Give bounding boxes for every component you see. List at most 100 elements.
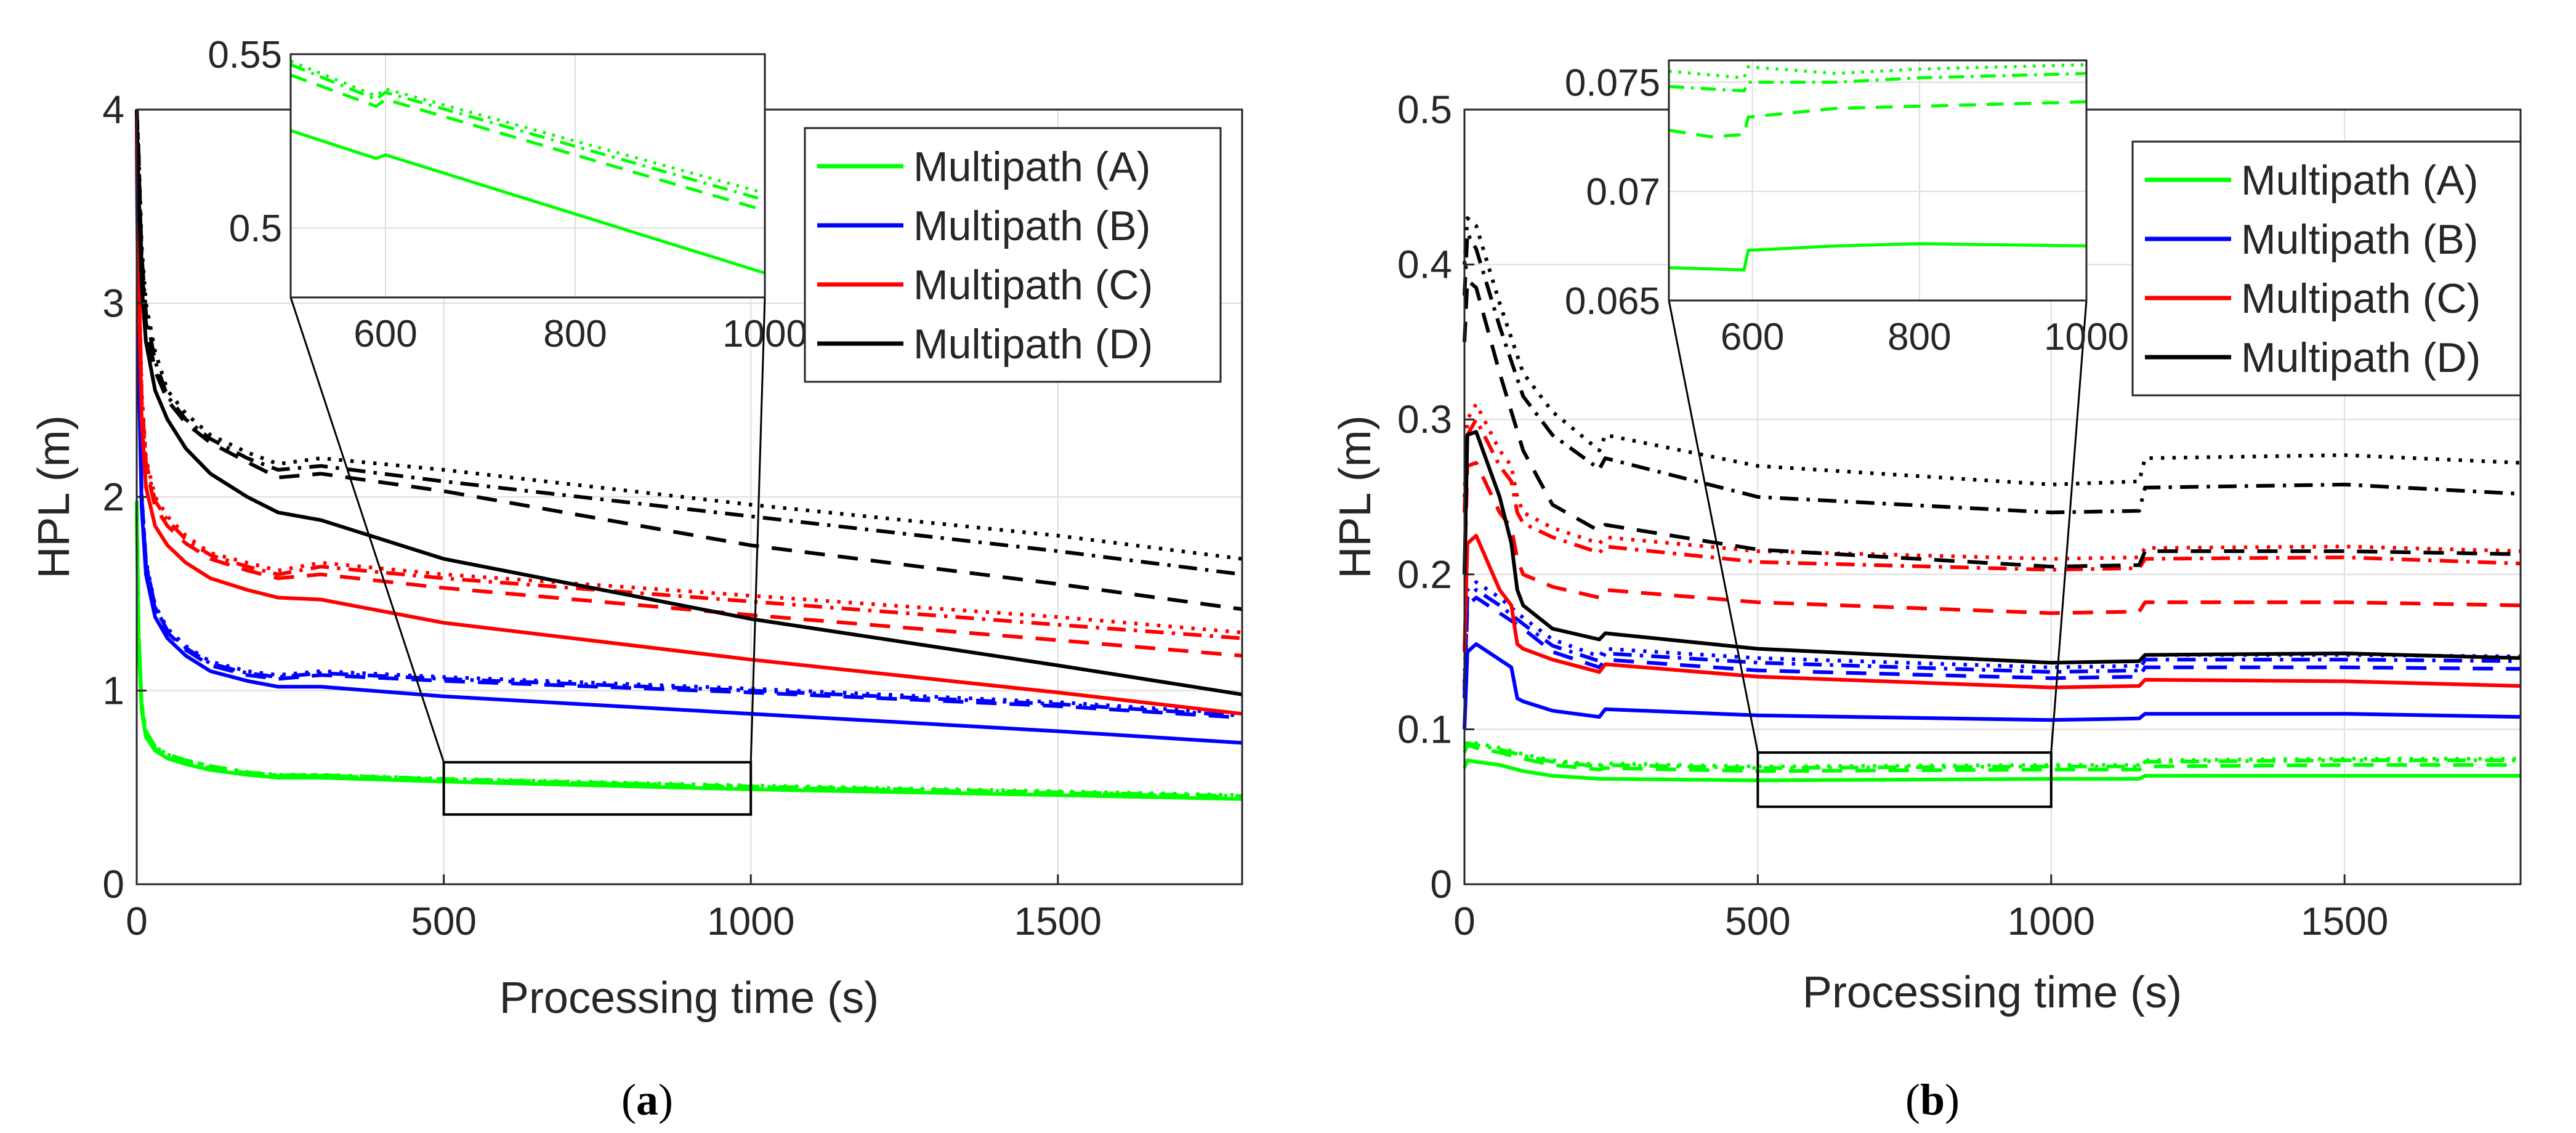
legend-label-a-0: Multipath (A) [913, 143, 1150, 190]
series-line-b-15 [1463, 232, 2521, 515]
y-tick-label-a-2: 2 [102, 475, 124, 519]
y-tick-label-a-4: 4 [102, 87, 124, 132]
inset-y-tick-label-b-2: 0.075 [1565, 62, 1660, 104]
inset-a: 600 800 1000 0.5 0.55 [208, 34, 807, 355]
x-tick-label-a-2: 1000 [707, 899, 794, 943]
series-line-b-12 [1463, 430, 2521, 665]
panel-caption-b-letter: b [1920, 1075, 1945, 1124]
inset-x-tick-label-b-0: 600 [1721, 316, 1784, 358]
legend-label-b-2: Multipath (C) [2241, 275, 2481, 322]
series-line-a-2 [135, 501, 1243, 797]
inset-y-tick-label-b-0: 0.065 [1565, 280, 1660, 323]
ticks-a: 0 500 1000 1500 0 1 2 3 4 [102, 87, 1102, 943]
legend-box-a [804, 127, 1222, 383]
y-axis-label-a: HPL (m) [30, 415, 79, 578]
x-tick-label-b-3: 1500 [2301, 899, 2388, 943]
panel-caption-b: (b) [1905, 1075, 1960, 1124]
inset-x-tick-label-b-2: 1000 [2044, 316, 2129, 358]
inset-y-tick-label-a-1: 0.55 [208, 34, 282, 76]
inset-series-line-a-1 [291, 73, 765, 212]
inset-series-group-a [291, 59, 765, 275]
series-line-b-0 [1463, 758, 2521, 783]
series-line-b-14 [1463, 216, 2521, 486]
legend-b: Multipath (A) Multipath (B) Multipath (C) M… [2131, 140, 2522, 397]
x-tick-label-a-3: 1500 [1014, 899, 1102, 943]
zoom-box-b [1668, 300, 2088, 808]
legend-box-b [2131, 140, 2522, 397]
inset-b: 600 800 1000 0.065 0.07 0.075 [1565, 59, 2129, 358]
zoom-connector-left-b [1668, 300, 1759, 753]
legend-label-b-0: Multipath (A) [2241, 157, 2478, 204]
inset-x-tick-label-b-1: 800 [1888, 316, 1951, 358]
series-line-a-3 [135, 502, 1243, 798]
y-axis-label-b: HPL (m) [1331, 415, 1380, 578]
inset-series-line-a-2 [291, 59, 765, 195]
series-line-b-7 [1463, 588, 2521, 691]
inset-x-tick-label-a-1: 800 [543, 313, 607, 355]
series-group-b [1463, 216, 2521, 783]
inset-series-line-a-3 [291, 63, 765, 202]
inset-x-tick-label-a-0: 600 [353, 313, 417, 355]
inset-frame-b [1668, 59, 2088, 302]
series-line-a-15 [135, 109, 1243, 576]
series-group-a [135, 109, 1243, 801]
zoom-rect-b [1756, 751, 2053, 808]
y-tick-label-b-0: 0 [1430, 862, 1452, 906]
chart-panel-a: 0 500 1000 1500 0 1 2 3 4 Processing time (s) HP… [30, 34, 1243, 1023]
ticks-b: 0 500 1000 1500 0 0.1 0.2 0.3 0.4 0.5 [1397, 87, 2388, 943]
y-tick-label-b-2: 0.2 [1397, 552, 1452, 597]
x-axis-label-a: Processing time (s) [499, 974, 879, 1023]
legend-label-a-1: Multipath (B) [913, 203, 1150, 249]
inset-y-tick-label-b-1: 0.07 [1586, 171, 1660, 214]
x-tick-label-b-0: 0 [1453, 899, 1476, 943]
series-line-a-14 [135, 109, 1243, 561]
y-tick-label-b-5: 0.5 [1397, 87, 1452, 132]
inset-border-b [1668, 59, 2088, 302]
zoom-box-a [289, 297, 766, 816]
x-tick-label-a-0: 0 [126, 899, 148, 943]
series-line-b-8 [1463, 533, 2521, 690]
x-tick-label-b-2: 1000 [2008, 899, 2095, 943]
series-line-b-1 [1463, 743, 2521, 773]
legend-label-a-2: Multipath (C) [913, 262, 1153, 308]
series-line-a-7 [135, 125, 1243, 718]
inset-series-line-a-0 [291, 129, 765, 275]
panel-caption-a-letter: a [636, 1075, 658, 1124]
y-tick-label-b-3: 0.3 [1397, 397, 1452, 442]
inset-border-a [289, 53, 766, 299]
inset-y-tick-label-a-0: 0.5 [229, 208, 282, 250]
series-line-b-11 [1463, 417, 2521, 572]
y-tick-label-b-4: 0.4 [1397, 243, 1452, 287]
x-axis-label-b: Processing time (s) [1803, 968, 2182, 1017]
inset-series-line-b-3 [1669, 71, 2086, 93]
legend-a: Multipath (A) Multipath (B) Multipath (C) M… [804, 127, 1222, 383]
panel-caption-a: (a) [621, 1075, 673, 1124]
y-tick-label-a-3: 3 [102, 281, 124, 326]
series-line-a-11 [135, 113, 1243, 640]
inset-x-tick-label-a-2: 1000 [722, 313, 807, 355]
inset-series-line-b-0 [1669, 242, 2086, 272]
legend-label-b-3: Multipath (D) [2241, 334, 2481, 381]
series-line-a-5 [135, 129, 1243, 720]
inset-series-group-b [1669, 63, 2086, 272]
x-tick-label-b-1: 500 [1725, 899, 1791, 943]
zoom-connector-right-b [2050, 300, 2088, 753]
chart-panel-b: 0 500 1000 1500 0 0.1 0.2 0.3 0.4 0.5 Processing … [1331, 59, 2522, 1017]
series-line-b-13 [1463, 278, 2521, 569]
inset-series-line-b-2 [1669, 63, 2086, 80]
legend-label-b-1: Multipath (B) [2241, 216, 2478, 263]
inset-series-line-b-1 [1669, 100, 2086, 139]
series-line-b-5 [1463, 595, 2521, 699]
zoom-connector-left-a [289, 297, 445, 763]
zoom-connector-right-a [749, 297, 766, 762]
series-line-b-3 [1463, 741, 2521, 770]
x-tick-label-a-1: 500 [411, 899, 477, 943]
y-tick-label-a-1: 1 [102, 669, 124, 713]
y-tick-label-a-0: 0 [102, 862, 124, 906]
zoom-rect-a [442, 760, 753, 816]
series-line-b-4 [1463, 642, 2521, 730]
y-tick-label-b-1: 0.1 [1397, 707, 1452, 751]
legend-label-a-3: Multipath (D) [913, 321, 1153, 368]
series-line-b-9 [1463, 461, 2521, 615]
